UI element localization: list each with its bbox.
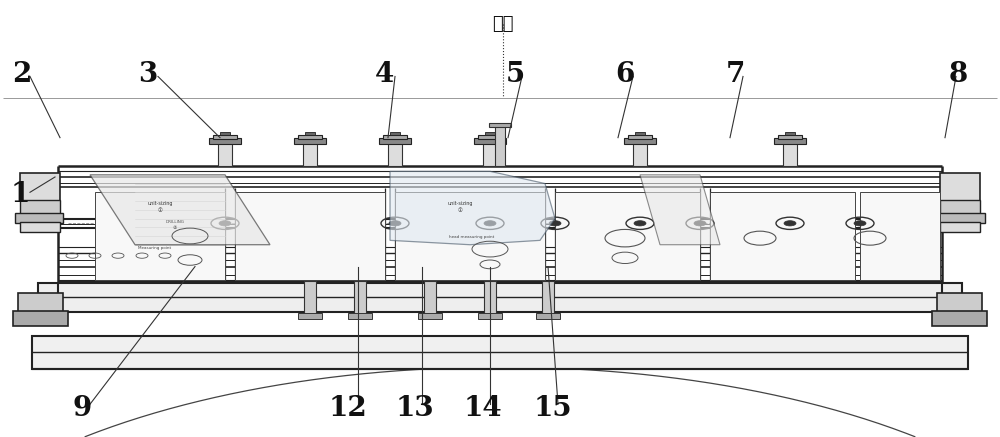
Bar [395,192,545,280]
Bar [390,132,400,135]
Bar [298,313,322,319]
Polygon shape [90,175,270,245]
Circle shape [219,221,231,226]
Bar [542,281,554,316]
Circle shape [634,221,646,226]
Text: 3: 3 [138,61,158,88]
Text: 13: 13 [396,395,434,422]
Text: 14: 14 [464,395,502,422]
Bar [20,222,60,232]
Bar [489,123,511,127]
Bar [937,293,982,312]
Bar [495,125,505,166]
Bar [778,135,802,139]
Text: 2: 2 [12,61,32,88]
Bar [18,293,63,312]
Bar [298,135,322,139]
Circle shape [389,221,401,226]
Bar [783,141,797,166]
Bar [383,135,407,139]
Text: 7: 7 [725,61,745,88]
Bar [15,213,63,223]
Bar [940,200,980,214]
Text: ②: ② [173,225,177,230]
Text: 9: 9 [72,395,92,422]
Bar [710,192,855,280]
Circle shape [549,221,561,226]
Circle shape [784,221,796,226]
Text: DRILLING: DRILLING [166,220,184,224]
Bar [220,132,230,135]
Text: ①: ① [158,208,162,213]
Text: 4: 4 [375,61,395,88]
Bar [32,336,968,369]
Bar [478,135,502,139]
Bar [474,138,506,144]
Bar [424,281,436,316]
Text: 15: 15 [534,395,572,422]
Bar [937,213,985,223]
Bar [354,281,366,316]
Bar [785,132,795,135]
Text: 6: 6 [615,61,635,88]
Polygon shape [390,171,555,245]
Bar [860,192,940,280]
Bar [774,138,806,144]
Bar [209,138,241,144]
Bar [379,138,411,144]
Bar [628,135,652,139]
Bar [38,283,962,312]
Bar [303,141,317,166]
Bar [20,173,60,201]
Bar [95,192,225,280]
Bar [20,200,60,214]
Bar [624,138,656,144]
Bar [418,313,442,319]
Bar [218,141,232,166]
Bar [235,192,385,280]
Text: 1: 1 [10,181,30,208]
Text: 12: 12 [329,395,367,422]
Bar [388,141,402,166]
Text: unit-sizing: unit-sizing [447,201,473,206]
Bar [940,173,980,201]
Bar [483,141,497,166]
Bar [304,281,316,316]
Bar [213,135,237,139]
Bar [536,313,560,319]
Text: unit-sizing: unit-sizing [147,201,173,206]
Polygon shape [640,175,720,245]
Bar [348,313,372,319]
Circle shape [484,221,496,226]
Text: ①: ① [458,208,462,213]
Bar [940,222,980,232]
Bar [478,313,502,319]
Bar [294,138,326,144]
Text: 8: 8 [948,61,968,88]
Bar [13,311,68,326]
Bar [305,132,315,135]
Bar [484,281,496,316]
Bar [485,132,495,135]
Text: head measuring point: head measuring point [449,235,495,239]
Text: 5: 5 [505,61,525,88]
Bar [932,311,987,326]
Circle shape [854,221,866,226]
Bar [633,141,647,166]
Bar [555,192,700,280]
Text: Measuring point: Measuring point [138,246,172,250]
Bar [635,132,645,135]
Circle shape [694,221,706,226]
Text: 产品: 产品 [492,15,514,33]
